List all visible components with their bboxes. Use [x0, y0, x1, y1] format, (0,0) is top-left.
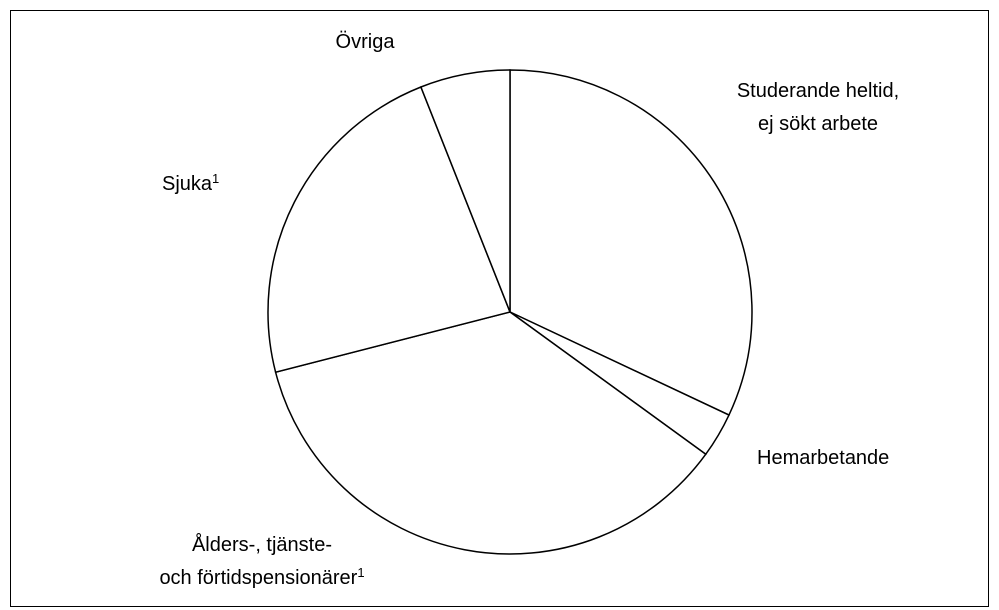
slice-label: Studerande heltid, ej sökt arbete: [737, 80, 899, 135]
footnote-mark: 1: [212, 171, 219, 186]
label-line: Sjuka: [162, 173, 213, 195]
label-line: Övriga: [336, 31, 396, 53]
label-line: Hemarbetande: [757, 447, 889, 469]
label-line: ej sökt arbete: [758, 113, 878, 135]
footnote-mark: 1: [357, 565, 364, 580]
pie-slice: [274, 311, 707, 555]
pie-slice: [267, 86, 512, 374]
pie-slice: [509, 69, 753, 417]
label-line: och förtidspensionärer: [159, 567, 357, 589]
label-line: Ålders-, tjänste-: [192, 533, 332, 556]
slice-label: Sjuka1: [162, 171, 219, 196]
slice-label: Hemarbetande: [757, 447, 889, 469]
slice-label: Ålders-, tjänste-och förtidspensionärer1: [159, 533, 364, 589]
pie-slice: [419, 69, 511, 313]
slice-label: Övriga: [336, 31, 396, 53]
label-line: Studerande heltid,: [737, 80, 899, 102]
